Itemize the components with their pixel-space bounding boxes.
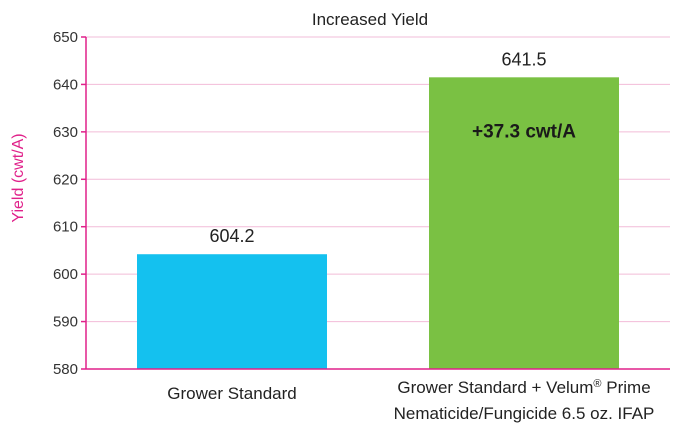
category-label-velum-line2: Nematicide/Fungicide 6.5 oz. IFAP (394, 404, 655, 423)
registered-trademark-mark: ® (593, 378, 601, 390)
data-label-0: 604.2 (209, 226, 254, 246)
data-labels: 604.2 641.5 (209, 49, 546, 246)
y-tick-label-630: 630 (53, 124, 78, 141)
axes (81, 36, 670, 370)
chart-title: Increased Yield (312, 10, 428, 29)
y-tick-labels: 580 590 600 610 620 630 640 650 (53, 29, 78, 378)
category-label-grower-standard: Grower Standard (167, 384, 296, 403)
category-label-velum-suffix: Prime (602, 378, 651, 397)
y-tick-label-610: 610 (53, 219, 78, 236)
y-axis-label: Yield (cwt/A) (10, 133, 27, 222)
yield-difference-annotation: +37.3 cwt/A (472, 121, 576, 142)
y-tick-label-580: 580 (53, 361, 78, 378)
bar-0 (137, 254, 327, 369)
y-tick-label-600: 600 (53, 266, 78, 283)
bar-1 (429, 77, 619, 370)
category-label-velum-line1: Grower Standard + Velum® Prime (397, 378, 650, 397)
category-label-velum-text: Grower Standard + Velum (397, 378, 593, 397)
data-label-1: 641.5 (501, 49, 546, 69)
bars (137, 77, 619, 370)
y-tick-label-590: 590 (53, 314, 78, 331)
y-tick-label-650: 650 (53, 29, 78, 46)
y-tick-label-620: 620 (53, 171, 78, 188)
y-tick-label-640: 640 (53, 76, 78, 93)
